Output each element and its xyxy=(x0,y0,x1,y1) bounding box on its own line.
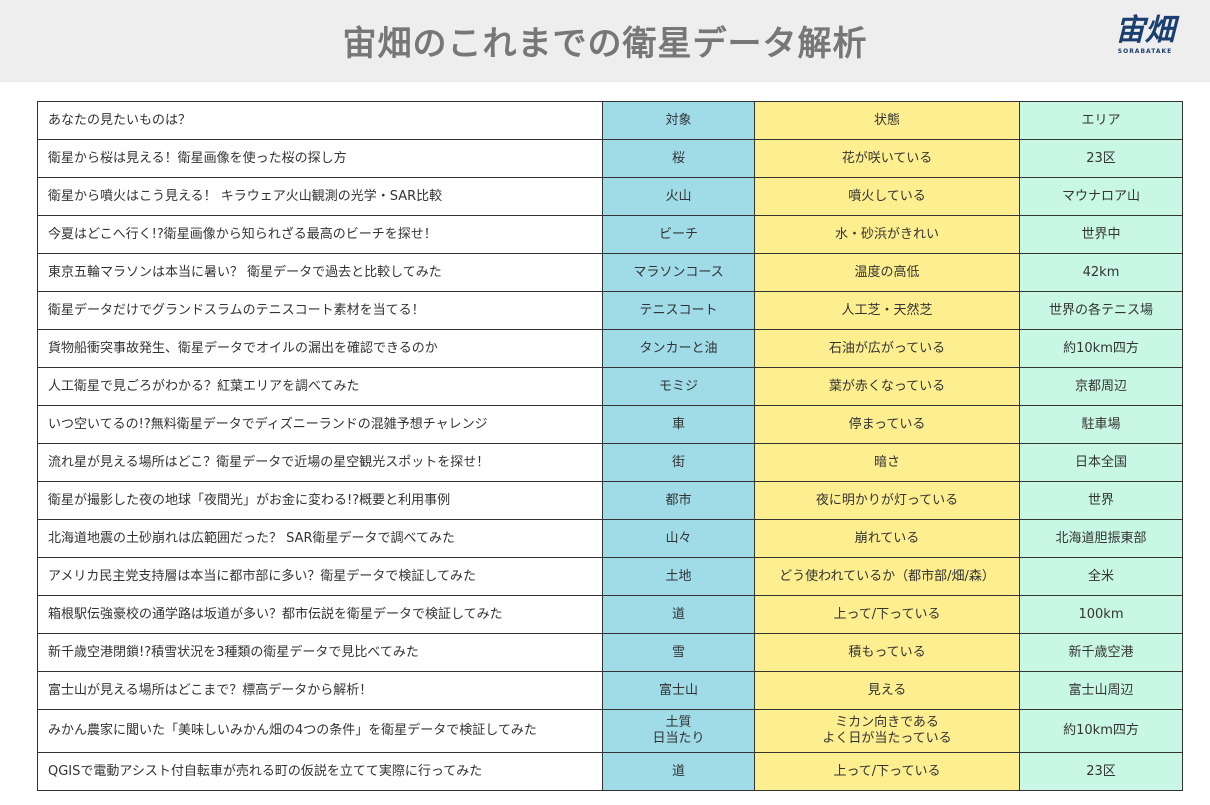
header: 宙畑のこれまでの衛星データ解析 宙畑 SORABATAKE xyxy=(0,0,1210,82)
cell: 上って/下っている xyxy=(754,752,1020,791)
cell: 42km xyxy=(1019,253,1183,292)
cell: タンカーと油 xyxy=(602,329,755,368)
cell: 100km xyxy=(1019,595,1183,634)
cell: 約10km四方 xyxy=(1019,709,1183,753)
table-row: 貨物船衝突事故発生、衛星データでオイルの漏出を確認できるのか タンカーと油 石油が広… xyxy=(37,329,1183,368)
analysis-table: あなたの見たいものは？ 対象 状態 エリア 衛星から桜は見える！衛星画像を使った桜の探し… xyxy=(37,101,1183,791)
table-row: 箱根駅伝強豪校の通学路は坂道が多い？都市伝説を衛星データで検証してみた道上って/… xyxy=(37,595,1183,634)
article-cell: 衛星から桜は見える！衛星画像を使った桜の探し方 xyxy=(37,139,603,178)
table-row: 新千歳空港閉鎖!?積雪状況を3種類の衛星データで見比べてみた雪積もっている 新千歳… xyxy=(37,633,1183,672)
article-cell: 流れ星が見える場所はどこ？衛星データで近場の星空観光スポットを探せ！ xyxy=(37,443,603,482)
cell: 道 xyxy=(602,595,755,634)
cell: 状態 xyxy=(754,101,1020,140)
logo: 宙畑 SORABATAKE xyxy=(1100,13,1190,56)
cell: 火山 xyxy=(602,177,755,216)
table-row: 人工衛星で見ごろがわかる？紅葉エリアを調べてみた モミジ 葉が赤くなっている 京都周辺 xyxy=(37,367,1183,406)
cell: 上って/下っている xyxy=(754,595,1020,634)
cell: 都市 xyxy=(602,481,755,520)
cell: 富士山 xyxy=(602,671,755,710)
cell: 新千歳空港 xyxy=(1019,633,1183,672)
article-cell: いつ空いてるの!?無料衛星データでディズニーランドの混雑予想チャレンジ xyxy=(37,405,603,444)
cell: 土質 日当たり xyxy=(602,709,755,753)
article-cell: 北海道地震の土砂崩れは広範囲だった？ SAR衛星データで調べてみた xyxy=(37,519,603,558)
cell: 道 xyxy=(602,752,755,791)
cell: 車 xyxy=(602,405,755,444)
article-cell: 今夏はどこへ行く!?衛星画像から知られざる最高のビーチを探せ！ xyxy=(37,215,603,254)
cell: 山々 xyxy=(602,519,755,558)
article-cell: あなたの見たいものは？ xyxy=(37,101,603,140)
table-row: みかん農家に聞いた「美味しいみかん畑の4つの条件」を衛星データで検証してみた 土質… xyxy=(37,709,1183,753)
cell: ビーチ xyxy=(602,215,755,254)
cell: 崩れている xyxy=(754,519,1020,558)
cell: 世界中 xyxy=(1019,215,1183,254)
table-row: いつ空いてるの!?無料衛星データでディズニーランドの混雑予想チャレンジ車停まって… xyxy=(37,405,1183,444)
article-cell: 新千歳空港閉鎖!?積雪状況を3種類の衛星データで見比べてみた xyxy=(37,633,603,672)
logo-subtext: SORABATAKE xyxy=(1117,48,1173,55)
cell: 積もっている xyxy=(754,633,1020,672)
cell: 日本全国 xyxy=(1019,443,1183,482)
cell: 23区 xyxy=(1019,752,1183,791)
cell: テニスコート xyxy=(602,291,755,330)
cell: 街 xyxy=(602,443,755,482)
cell: 対象 xyxy=(602,101,755,140)
cell: 見える xyxy=(754,671,1020,710)
table-row: 北海道地震の土砂崩れは広範囲だった？ SAR衛星データで調べてみた 山々 崩れている… xyxy=(37,519,1183,558)
table-row: 衛星データだけでグランドスラムのテニスコート素材を当てる！ テニスコート 人工芝・天… xyxy=(37,291,1183,330)
article-cell: みかん農家に聞いた「美味しいみかん畑の4つの条件」を衛星データで検証してみた xyxy=(37,709,603,753)
article-cell: 東京五輪マラソンは本当に暑い？ 衛星データで過去と比較してみた xyxy=(37,253,603,292)
cell: 世界の各テニス場 xyxy=(1019,291,1183,330)
cell: 花が咲いている xyxy=(754,139,1020,178)
article-cell: 人工衛星で見ごろがわかる？紅葉エリアを調べてみた xyxy=(37,367,603,406)
article-cell: 衛星が撮影した夜の地球「夜間光」がお金に変わる!?概要と利用事例 xyxy=(37,481,603,520)
cell: 約10km四方 xyxy=(1019,329,1183,368)
table-row: 衛星から桜は見える！衛星画像を使った桜の探し方桜花が咲いている 23区 xyxy=(37,139,1183,178)
cell: 北海道胆振東部 xyxy=(1019,519,1183,558)
cell: 停まっている xyxy=(754,405,1020,444)
cell: 駐車場 xyxy=(1019,405,1183,444)
cell: 人工芝・天然芝 xyxy=(754,291,1020,330)
cell: どう使われているか（都市部/畑/森） xyxy=(754,557,1020,596)
table-row: 衛星が撮影した夜の地球「夜間光」がお金に変わる!?概要と利用事例 都市 夜に明かりが… xyxy=(37,481,1183,520)
table-row: 流れ星が見える場所はどこ？衛星データで近場の星空観光スポットを探せ！街暗さ 日本全… xyxy=(37,443,1183,482)
cell: 暗さ xyxy=(754,443,1020,482)
cell: マラソンコース xyxy=(602,253,755,292)
cell: 夜に明かりが灯っている xyxy=(754,481,1020,520)
cell: モミジ xyxy=(602,367,755,406)
article-cell: 衛星データだけでグランドスラムのテニスコート素材を当てる！ xyxy=(37,291,603,330)
cell: 葉が赤くなっている xyxy=(754,367,1020,406)
logo-text: 宙畑 xyxy=(1115,13,1175,48)
article-cell: 富士山が見える場所はどこまで？標高データから解析！ xyxy=(37,671,603,710)
cell: 富士山周辺 xyxy=(1019,671,1183,710)
table-row: 衛星から噴火はこう見える！ キラウェア火山観測の光学・SAR比較 火山 噴火している… xyxy=(37,177,1183,216)
cell: 石油が広がっている xyxy=(754,329,1020,368)
cell: マウナロア山 xyxy=(1019,177,1183,216)
cell: 京都周辺 xyxy=(1019,367,1183,406)
table-row: QGISで電動アシスト付自転車が売れる町の仮説を立てて実際に行ってみた道上って/… xyxy=(37,752,1183,791)
cell: 噴火している xyxy=(754,177,1020,216)
table-row: アメリカ民主党支持層は本当に都市部に多い？衛星データで検証してみた 土地 どう使われ… xyxy=(37,557,1183,596)
cell: 土地 xyxy=(602,557,755,596)
cell: 温度の高低 xyxy=(754,253,1020,292)
article-cell: 貨物船衝突事故発生、衛星データでオイルの漏出を確認できるのか xyxy=(37,329,603,368)
cell: エリア xyxy=(1019,101,1183,140)
cell: 23区 xyxy=(1019,139,1183,178)
cell: 桜 xyxy=(602,139,755,178)
header-row: あなたの見たいものは？ 対象 状態 エリア xyxy=(37,101,1183,140)
article-cell: QGISで電動アシスト付自転車が売れる町の仮説を立てて実際に行ってみた xyxy=(37,752,603,791)
cell: 雪 xyxy=(602,633,755,672)
article-cell: 衛星から噴火はこう見える！ キラウェア火山観測の光学・SAR比較 xyxy=(37,177,603,216)
table-row: 富士山が見える場所はどこまで？標高データから解析！ 富士山 見える 富士山周辺 xyxy=(37,671,1183,710)
table-row: 今夏はどこへ行く!?衛星画像から知られざる最高のビーチを探せ！ ビーチ 水・砂浜がき… xyxy=(37,215,1183,254)
cell: ミカン向きである よく日が当たっている xyxy=(754,709,1020,753)
table-row: 東京五輪マラソンは本当に暑い？ 衛星データで過去と比較してみた マラソンコース 温度… xyxy=(37,253,1183,292)
cell: 全米 xyxy=(1019,557,1183,596)
article-cell: 箱根駅伝強豪校の通学路は坂道が多い？都市伝説を衛星データで検証してみた xyxy=(37,595,603,634)
title: 宙畑のこれまでの衛星データ解析 xyxy=(342,24,868,64)
article-cell: アメリカ民主党支持層は本当に都市部に多い？衛星データで検証してみた xyxy=(37,557,603,596)
cell: 水・砂浜がきれい xyxy=(754,215,1020,254)
cell: 世界 xyxy=(1019,481,1183,520)
